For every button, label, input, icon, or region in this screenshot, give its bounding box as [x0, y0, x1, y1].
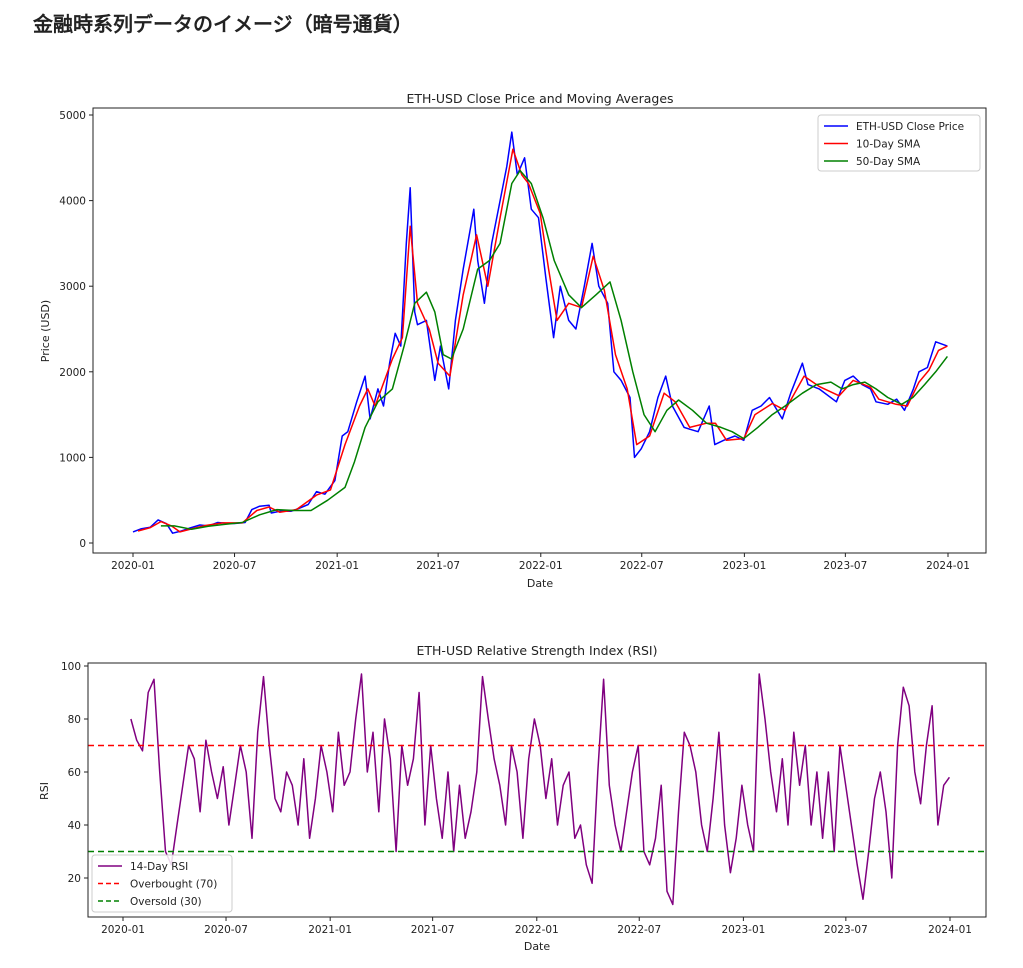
x-tick-label: 2020-01	[101, 924, 145, 936]
y-tick-label: 5000	[59, 110, 86, 122]
legend-box	[817, 114, 981, 172]
series-line-eth-usd-close-price	[132, 131, 948, 534]
plot-1: 14-Day RSI Overbought (70) Oversold (30)	[84, 662, 987, 921]
y-tick-label: 0	[79, 538, 86, 550]
x-tick-label: 2021-01	[315, 560, 359, 572]
x-tick-label: 2024-01	[926, 560, 970, 572]
legend-label: Oversold (30)	[130, 896, 202, 908]
series-line-10-day-sma	[137, 148, 948, 533]
y-axis-label: RSI	[38, 782, 51, 800]
x-axis-label: Date	[527, 577, 554, 590]
x-tick-label: 2021-07	[416, 560, 460, 572]
x-tick-label: 2022-07	[617, 924, 661, 936]
chart-title: ETH-USD Relative Strength Index (RSI)	[417, 643, 658, 658]
series-group	[132, 131, 948, 534]
y-tick-label: 100	[61, 661, 81, 673]
x-tick-label: 2023-01	[722, 560, 766, 572]
series-line-50-day-sma	[160, 169, 948, 531]
legend: ETH-USD Close Price 10-Day SMA 50-Day SMA	[817, 114, 981, 172]
page-title: 金融時系列データのイメージ（暗号通貨）	[33, 12, 413, 36]
legend-label: 10-Day SMA	[856, 139, 921, 151]
x-tick-label: 2021-01	[308, 924, 352, 936]
y-tick-label: 4000	[59, 196, 86, 208]
x-tick-label: 2020-07	[204, 924, 248, 936]
y-tick-label: 20	[68, 873, 81, 885]
y-tick-label: 1000	[59, 452, 86, 464]
y-tick-label: 80	[68, 714, 81, 726]
plot-0: ETH-USD Close Price 10-Day SMA 50-Day SMA	[89, 107, 987, 557]
x-tick-label: 2023-07	[823, 560, 867, 572]
legend-label: 14-Day RSI	[130, 861, 188, 873]
x-tick-label: 2022-01	[515, 924, 559, 936]
y-tick-label: 60	[68, 767, 81, 779]
y-tick-label: 2000	[59, 367, 86, 379]
x-tick-label: 2022-07	[620, 560, 664, 572]
series-group	[88, 673, 986, 906]
y-tick-label: 3000	[59, 281, 86, 293]
legend-label: Overbought (70)	[130, 879, 217, 891]
legend: 14-Day RSI Overbought (70) Oversold (30)	[91, 854, 233, 913]
x-tick-label: 2022-01	[519, 560, 563, 572]
y-tick-label: 40	[68, 820, 81, 832]
axes-frame	[92, 107, 987, 554]
y-axis-label: Price (USD)	[39, 300, 52, 362]
x-tick-label: 2020-07	[213, 560, 257, 572]
x-tick-label: 2024-01	[928, 924, 972, 936]
x-tick-label: 2023-01	[721, 924, 765, 936]
legend-box	[91, 854, 233, 913]
x-tick-label: 2023-07	[824, 924, 868, 936]
x-axis-label: Date	[524, 940, 551, 953]
legend-label: ETH-USD Close Price	[856, 121, 964, 133]
legend-label: 50-Day SMA	[856, 156, 921, 168]
chart-title: ETH-USD Close Price and Moving Averages	[406, 91, 673, 106]
x-tick-label: 2021-07	[411, 924, 455, 936]
x-tick-label: 2020-01	[111, 560, 155, 572]
series-line-14-day-rsi	[130, 673, 951, 906]
